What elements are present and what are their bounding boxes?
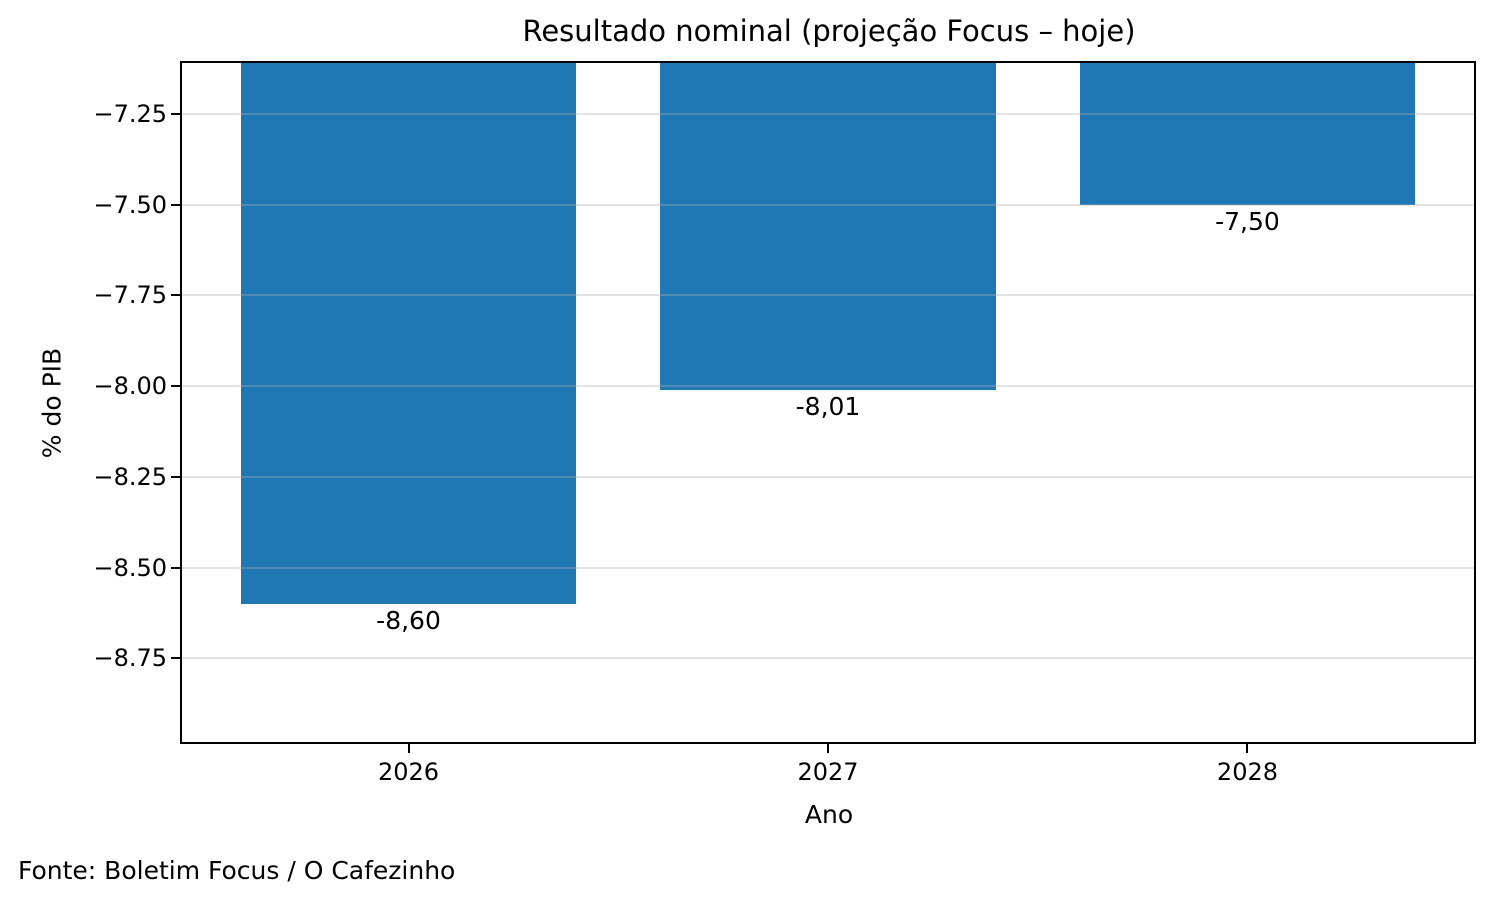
y-tick-label: −7.50 (93, 190, 167, 219)
y-tick-mark (171, 385, 180, 388)
gridline (182, 475, 1474, 478)
bar-value-label: -8,60 (376, 606, 441, 636)
y-tick-label: −8.75 (93, 644, 167, 673)
y-tick-label: −8.00 (93, 372, 167, 401)
gridline (182, 657, 1474, 660)
gridline (182, 566, 1474, 569)
bar-2028 (1079, 63, 1416, 205)
x-tick-mark (1246, 744, 1249, 753)
x-tick-label: 2027 (797, 758, 859, 786)
y-tick-label: −7.75 (93, 281, 167, 310)
bar-2026 (240, 63, 577, 605)
source-note: Fonte: Boletim Focus / O Cafezinho (18, 856, 456, 885)
y-tick-label: −7.25 (93, 99, 167, 128)
y-tick-label: −8.25 (93, 462, 167, 491)
bar-value-label: -7,50 (1215, 206, 1280, 236)
x-axis-label: Ano (804, 800, 854, 829)
y-tick-mark (171, 112, 180, 115)
gridline (182, 112, 1474, 115)
x-tick-mark (827, 744, 829, 753)
bar-2027 (660, 63, 996, 390)
gridline (182, 203, 1474, 206)
y-tick-mark (171, 657, 180, 660)
x-tick-label: 2028 (1216, 758, 1279, 786)
x-tick-label: 2026 (377, 758, 440, 786)
y-tick-mark (171, 203, 180, 206)
y-axis-label: % do PIB (37, 347, 67, 459)
y-tick-mark (171, 566, 180, 569)
bar-value-label: -8,01 (795, 391, 861, 421)
y-tick-mark (171, 475, 180, 478)
y-tick-label: −8.50 (93, 553, 167, 582)
plot-area: -8,60 -8,01 -7,50 −7.25 −7.50 −7.75 −8.00 −8.25… (93, 61, 1476, 786)
y-tick-mark (171, 294, 180, 297)
gridline (182, 385, 1474, 388)
gridline (182, 294, 1474, 297)
x-tick-mark (407, 744, 410, 753)
chart-title: Resultado nominal (projeção Focus – hoje… (522, 14, 1136, 48)
